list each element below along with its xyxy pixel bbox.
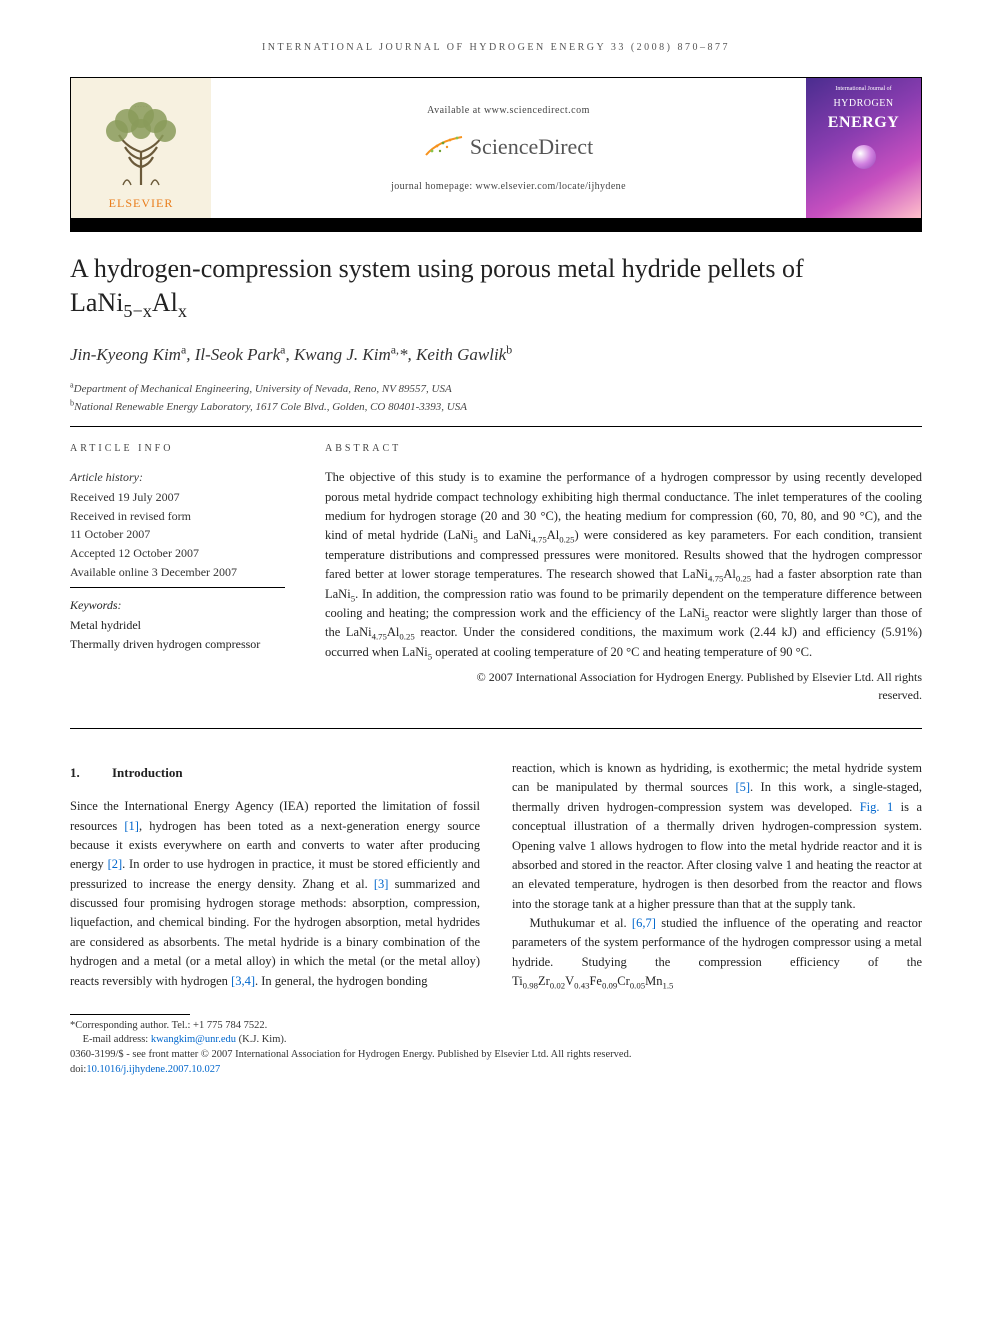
keyword-2: Thermally driven hydrogen compressor bbox=[70, 635, 285, 654]
email-link[interactable]: kwangkim@unr.edu bbox=[151, 1034, 236, 1045]
info-abstract-row: ARTICLE INFO Article history: Received 1… bbox=[70, 441, 922, 704]
abstract-copyright: © 2007 International Association for Hyd… bbox=[325, 668, 922, 704]
history-accepted: Accepted 12 October 2007 bbox=[70, 544, 285, 563]
affiliations: aDepartment of Mechanical Engineering, U… bbox=[70, 381, 922, 416]
running-header: INTERNATIONAL JOURNAL OF HYDROGEN ENERGY… bbox=[70, 40, 922, 55]
footnotes: *Corresponding author. Tel.: +1 775 784 … bbox=[70, 1014, 922, 1078]
author-list: Jin-Kyeong Kima, Il-Seok Parka, Kwang J.… bbox=[70, 342, 922, 368]
history-received: Received 19 July 2007 bbox=[70, 488, 285, 507]
available-at-text: Available at www.sciencedirect.com bbox=[427, 103, 590, 118]
elsevier-tree-icon: · · · · · bbox=[91, 97, 191, 192]
doi-line: doi:10.1016/j.ijhydene.2007.10.027 bbox=[70, 1063, 922, 1078]
journal-banner: · · · · · ELSEVIER Available at www.scie… bbox=[70, 77, 922, 222]
abstract-column: ABSTRACT The objective of this study is … bbox=[325, 441, 922, 704]
doi-link[interactable]: 10.1016/j.ijhydene.2007.10.027 bbox=[86, 1064, 220, 1075]
abstract-text: The objective of this study is to examin… bbox=[325, 468, 922, 662]
sciencedirect-text: ScienceDirect bbox=[470, 130, 593, 163]
citation-link[interactable]: [1] bbox=[124, 819, 139, 833]
abstract-label: ABSTRACT bbox=[325, 441, 922, 456]
affiliation-b: bNational Renewable Energy Laboratory, 1… bbox=[70, 399, 922, 417]
section-number: 1. bbox=[70, 763, 112, 783]
banner-center: Available at www.sciencedirect.com Scien… bbox=[211, 78, 806, 218]
article-title: A hydrogen-compression system using poro… bbox=[70, 252, 922, 320]
article-info-column: ARTICLE INFO Article history: Received 1… bbox=[70, 441, 285, 704]
journal-homepage-text: journal homepage: www.elsevier.com/locat… bbox=[391, 179, 626, 194]
journal-cover-thumb: International Journal of HYDROGEN ENERGY bbox=[806, 78, 921, 218]
figure-link[interactable]: Fig. 1 bbox=[860, 800, 894, 814]
title-formula: LaNi5−xAlx bbox=[70, 288, 187, 317]
history-revised-1: Received in revised form bbox=[70, 507, 285, 526]
body-paragraph: Since the International Energy Agency (I… bbox=[70, 797, 480, 991]
sciencedirect-swoosh-icon bbox=[424, 131, 464, 161]
history-heading: Article history: bbox=[70, 468, 285, 486]
article-info-label: ARTICLE INFO bbox=[70, 441, 285, 456]
keywords-heading: Keywords: bbox=[70, 596, 285, 614]
separator-rule bbox=[70, 728, 922, 729]
section-title: Introduction bbox=[112, 765, 183, 780]
separator-rule bbox=[70, 426, 922, 427]
sciencedirect-logo: ScienceDirect bbox=[424, 130, 593, 163]
black-separator-bar bbox=[70, 222, 922, 232]
history-revised-2: 11 October 2007 bbox=[70, 525, 285, 544]
citation-link[interactable]: [2] bbox=[108, 857, 123, 871]
history-online: Available online 3 December 2007 bbox=[70, 563, 285, 582]
cover-top-line: International Journal of bbox=[835, 86, 891, 93]
front-matter-copyright: 0360-3199/$ - see front matter © 2007 In… bbox=[70, 1048, 922, 1063]
citation-link[interactable]: [3,4] bbox=[231, 974, 255, 988]
cover-word-energy: ENERGY bbox=[828, 111, 899, 135]
cover-globe-icon bbox=[852, 145, 876, 169]
corresponding-author-note: *Corresponding author. Tel.: +1 775 784 … bbox=[70, 1019, 922, 1034]
publisher-name: ELSEVIER bbox=[109, 194, 174, 212]
citation-link[interactable]: [5] bbox=[735, 780, 750, 794]
email-line: E-mail address: kwangkim@unr.edu (K.J. K… bbox=[70, 1033, 922, 1048]
section-heading-1: 1.Introduction bbox=[70, 763, 480, 783]
citation-link[interactable]: [3] bbox=[374, 877, 389, 891]
title-text: A hydrogen-compression system using poro… bbox=[70, 254, 804, 283]
body-paragraph: Muthukumar et al. [6,7] studied the infl… bbox=[512, 914, 922, 992]
article-history-block: Article history: Received 19 July 2007 R… bbox=[70, 468, 285, 588]
publisher-logo-block: · · · · · ELSEVIER bbox=[71, 78, 211, 218]
cover-word-hydrogen: HYDROGEN bbox=[833, 96, 893, 111]
svg-text:· · · · ·: · · · · · bbox=[134, 105, 148, 110]
body-text: 1.Introduction Since the International E… bbox=[70, 759, 922, 992]
body-paragraph: reaction, which is known as hydriding, i… bbox=[512, 759, 922, 914]
keyword-1: Metal hydridel bbox=[70, 616, 285, 635]
footnote-rule bbox=[70, 1014, 190, 1015]
citation-link[interactable]: [6,7] bbox=[632, 916, 656, 930]
affiliation-a: aDepartment of Mechanical Engineering, U… bbox=[70, 381, 922, 399]
